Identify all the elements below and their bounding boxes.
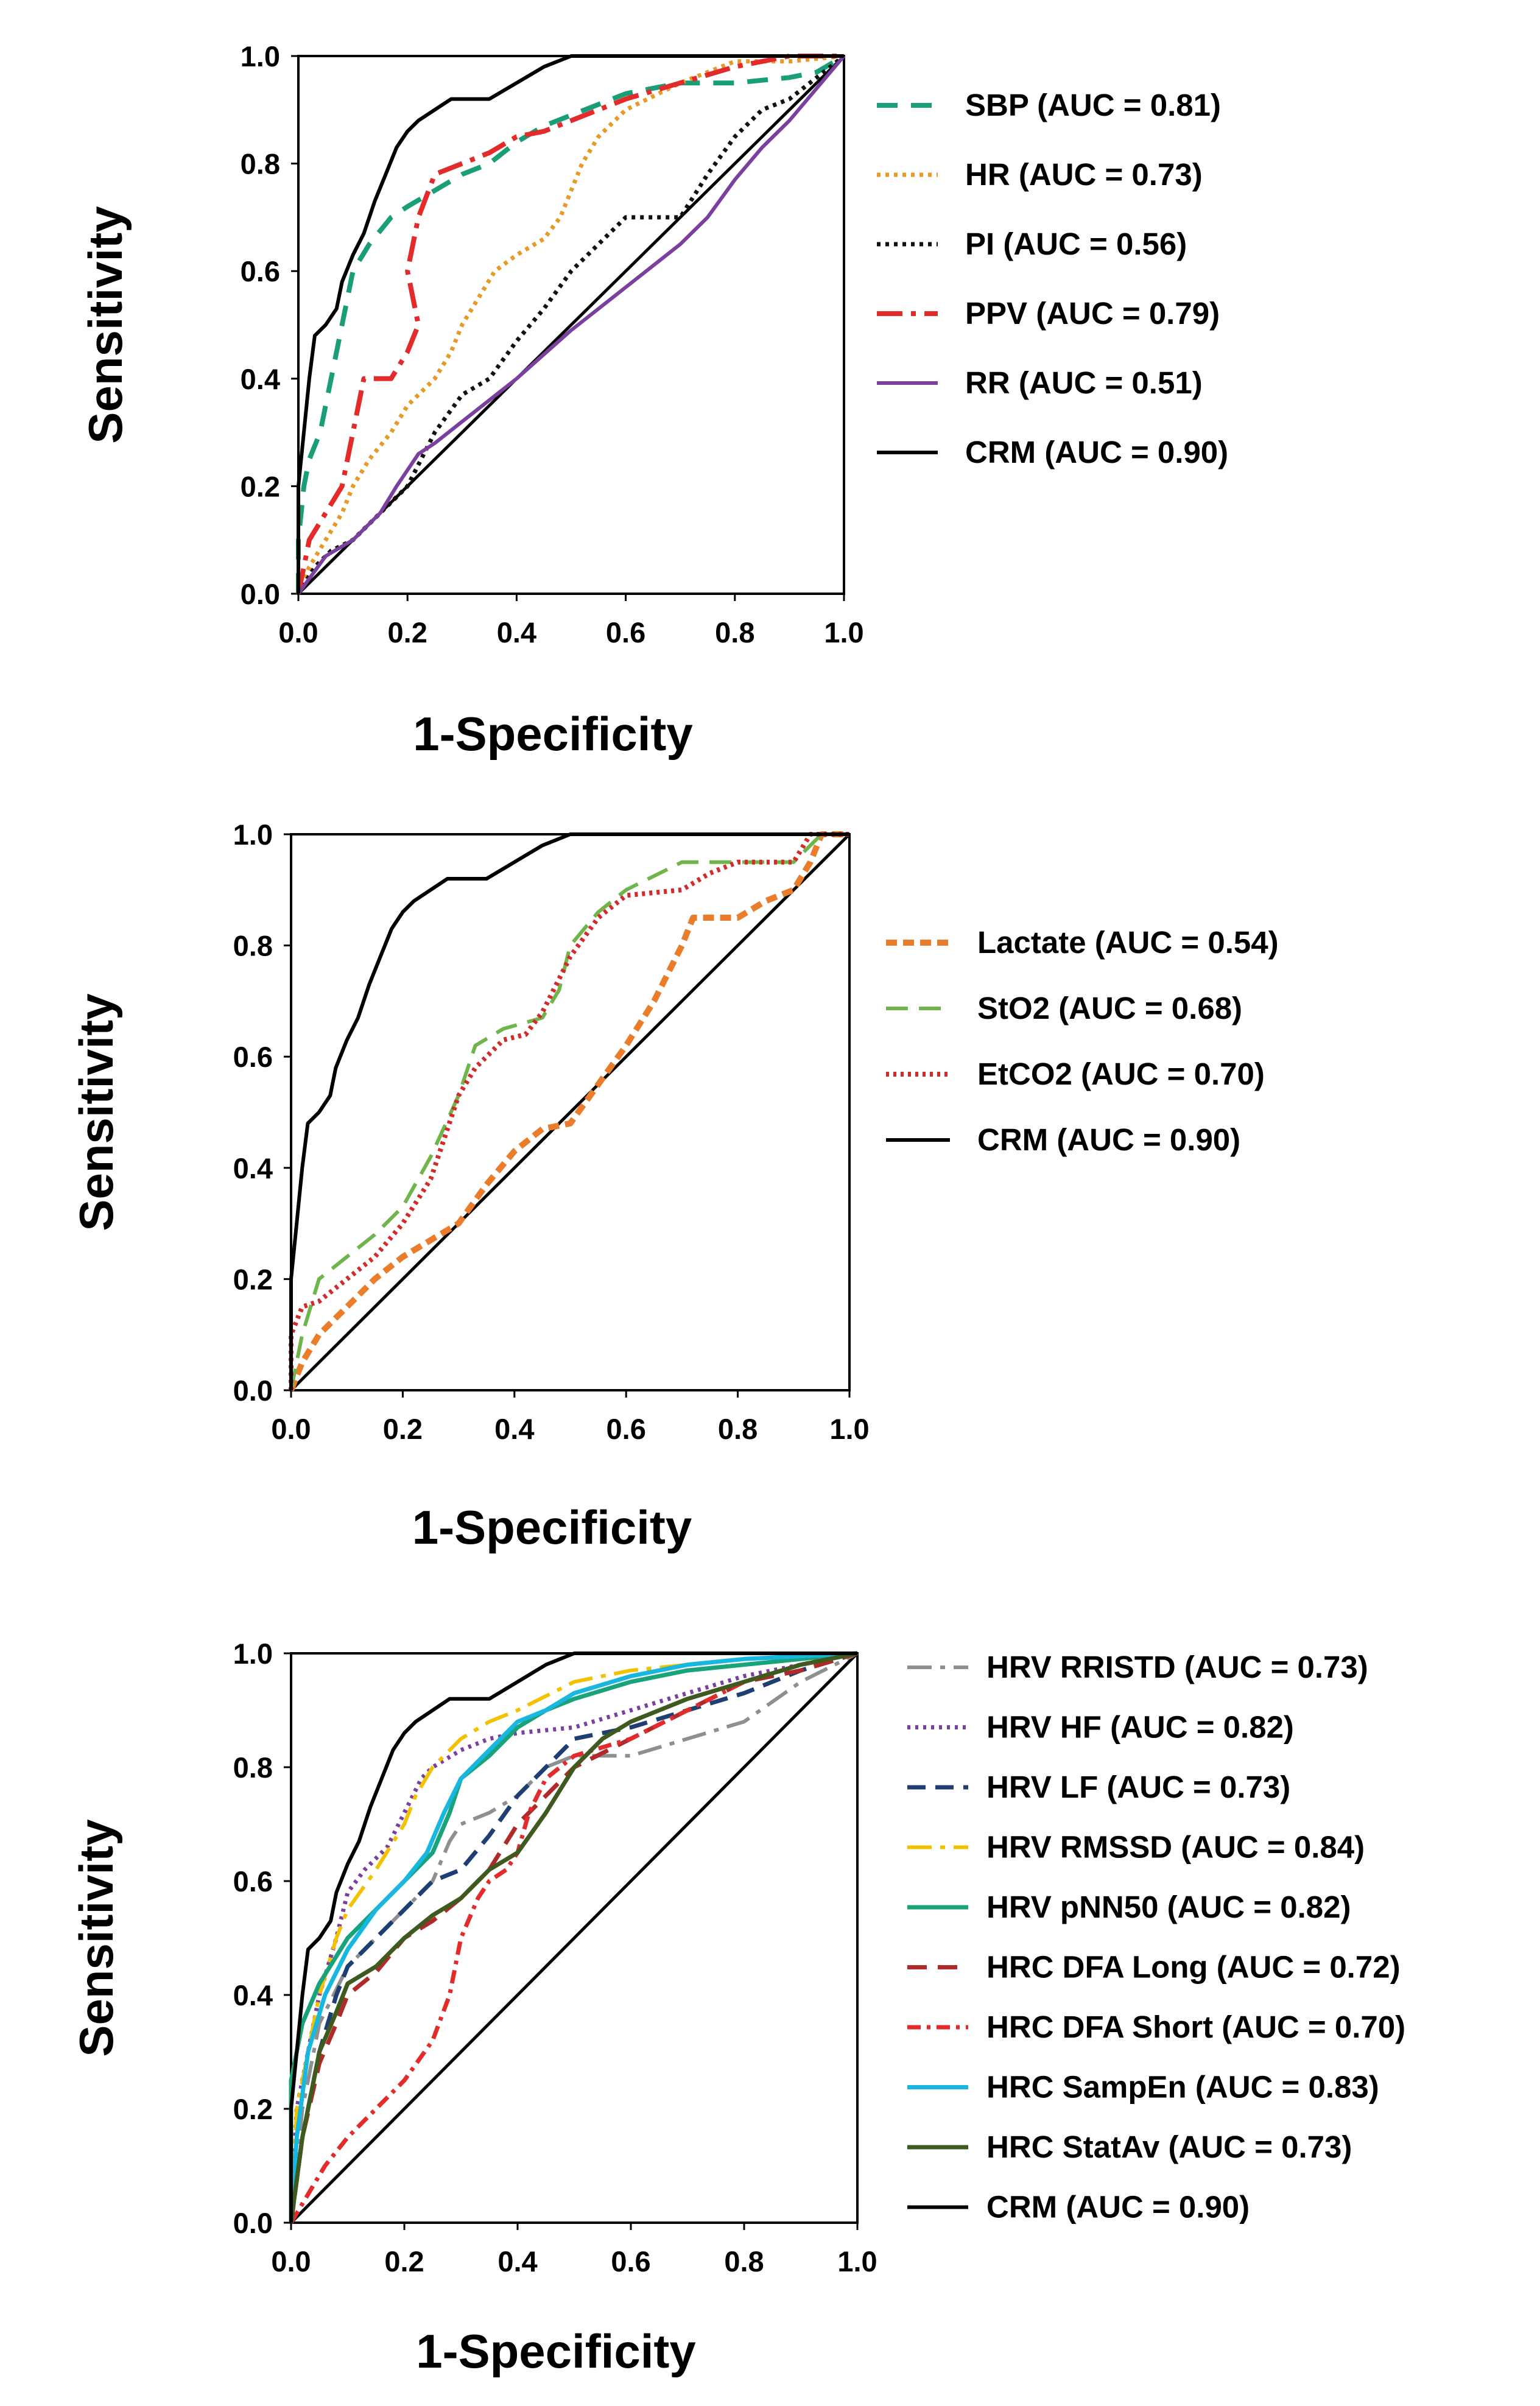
series-line-crm [297,54,844,594]
y-tick-label: 0.2 [233,1263,273,1295]
series-line-sto2 [289,832,849,1391]
legend-label-hrc-sampen: HRC SampEn (AUC = 0.83) [986,2070,1379,2105]
chart-2: 0.0 0.2 0.4 0.6 0.8 1.0 0.0 0.2 0.4 0.6 0.8 1.0 1-Sp… [69,818,1279,1554]
x-tick-label: 0.0 [271,2245,311,2278]
y-tick-label: 0.0 [241,578,280,610]
y-axis-title: Sensitivity [69,993,123,1231]
legend-label-etco2: EtCO2 (AUC = 0.70) [977,1057,1265,1091]
y-tick-label: 0.0 [233,2207,273,2239]
series-line-crm [289,832,849,1390]
x-tick-label: 0.2 [384,2245,424,2278]
x-tick-label: 1.0 [829,1413,869,1445]
y-tick-label: 0.6 [233,1865,273,1898]
x-tick-label: 0.4 [497,616,536,649]
legend-label-hrv-rristd: HRV RRISTD (AUC = 0.73) [986,1650,1368,1684]
legend-label-crm: CRM (AUC = 0.90) [986,2190,1250,2225]
y-tick-label: 1.0 [233,818,273,851]
chart-3: 0.0 0.2 0.4 0.6 0.8 1.0 0.0 0.2 0.4 0.6 0.8 1.0 1-Sp… [69,1637,1405,2378]
x-tick-label: 0.6 [611,2245,650,2278]
legend-label-lactate: Lactate (AUC = 0.54) [977,925,1279,960]
x-tick-label: 0.0 [278,616,318,649]
x-axis-title: 1-Specificity [413,707,693,761]
series-line-hrc-sampen [289,1651,858,2223]
legend-label-crm: CRM (AUC = 0.90) [965,435,1228,470]
y-tick-label: 0.8 [241,148,280,180]
y-tick-label: 1.0 [233,1637,273,1670]
chart-1: 0.0 0.2 0.4 0.6 0.8 1.0 0.0 0.2 0.4 0.6 0.8 1.0 1-Sp… [79,40,1228,761]
y-tick-label: 0.4 [233,1152,273,1184]
y-tick-label: 0.4 [233,1979,273,2011]
x-tick-label: 1.0 [824,616,863,649]
series-line-hrv-rmssd [289,1651,858,2223]
series-line-hrv-lf [289,1651,859,2223]
legend-label-hr: HR (AUC = 0.73) [965,157,1203,192]
x-tick-label: 0.6 [607,1413,646,1445]
x-tick-label: 0.2 [388,616,427,649]
x-tick-label: 0.0 [271,1413,311,1445]
legend-label-hrv-pnn50: HRV pNN50 (AUC = 0.82) [986,1890,1351,1924]
legend-label-ppv: PPV (AUC = 0.79) [965,296,1220,331]
y-tick-label: 1.0 [241,40,280,72]
legend-label-hrv-lf: HRV LF (AUC = 0.73) [986,1770,1290,1804]
series-line-crm [289,1651,857,2223]
x-tick-label: 0.4 [494,1413,534,1445]
legend-label-hrv-hf: HRV HF (AUC = 0.82) [986,1710,1294,1745]
series-line-rr [297,55,846,595]
legend-label-hrc-dfa-short: HRC DFA Short (AUC = 0.70) [986,2010,1405,2044]
series-line-etco2 [289,832,849,1390]
legend-label-crm: CRM (AUC = 0.90) [977,1122,1240,1157]
series-line-ppv [296,54,844,594]
x-tick-label: 0.2 [383,1413,423,1445]
reference-line [290,1652,859,2224]
y-tick-label: 0.8 [233,930,273,962]
x-tick-label: 0.8 [715,616,754,649]
y-tick-label: 0.2 [233,2093,273,2125]
legend-label-pi: PI (AUC = 0.56) [965,227,1187,261]
series-line-pi [297,54,846,595]
series-line-sbp [296,54,846,594]
y-tick-label: 0.0 [233,1374,273,1407]
legend-label-rr: RR (AUC = 0.51) [965,365,1203,400]
legend-label-sto2: StO2 (AUC = 0.68) [977,991,1242,1025]
x-axis-title: 1-Specificity [412,1500,692,1554]
y-tick-label: 0.6 [233,1041,273,1073]
series-line-hrc-statav [289,1651,858,2223]
legend-label-hrc-statav: HRC StatAv (AUC = 0.73) [986,2130,1352,2164]
x-axis-title: 1-Specificity [416,2324,696,2378]
x-tick-label: 0.8 [724,2245,764,2278]
reference-line [290,833,851,1391]
y-axis-title: Sensitivity [79,206,132,443]
legend-label-hrc-dfa-long: HRC DFA Long (AUC = 0.72) [986,1950,1401,1985]
x-tick-label: 0.8 [718,1413,758,1445]
y-axis-title: Sensitivity [69,1819,123,2056]
y-tick-label: 0.4 [241,363,280,395]
series-line-lactate [288,831,849,1391]
y-tick-label: 0.6 [241,255,280,287]
y-tick-label: 0.8 [233,1751,273,1784]
x-tick-label: 0.6 [606,616,645,649]
x-tick-label: 0.4 [498,2245,537,2278]
y-tick-label: 0.2 [241,470,280,502]
legend-label-sbp: SBP (AUC = 0.81) [965,88,1221,122]
legend-label-hrv-rmssd: HRV RMSSD (AUC = 0.84) [986,1830,1365,1865]
series-line-hrc-dfa-short [289,1651,858,2224]
x-tick-label: 1.0 [837,2245,877,2278]
